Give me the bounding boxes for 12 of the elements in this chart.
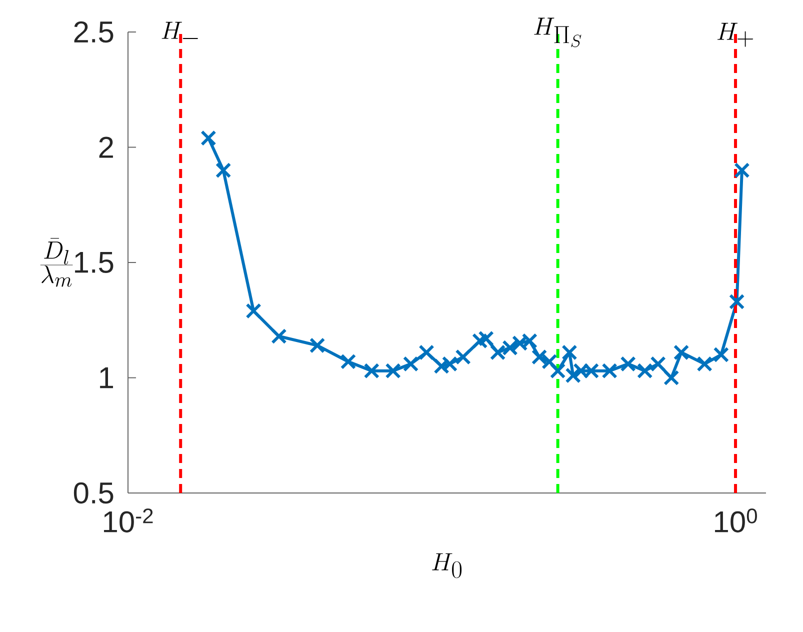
y-tick-label: 2.5: [74, 21, 114, 43]
x-tick-label: 10$^{-2}$: [104, 508, 153, 532]
ref-line-label: $H_{\Pi_S}$: [534, 18, 582, 48]
x-axis-title: $H_0$: [432, 553, 462, 578]
y-axis-title: $\frac{\bar{D}_l}{\lambda_m}$: [40, 238, 73, 287]
x-tick-label: 10$^{0}$: [715, 508, 757, 532]
ref-line-label: $H_-$: [162, 22, 198, 40]
ref-line-label: $H_+$: [717, 22, 754, 47]
y-tick-label: 2: [99, 136, 113, 158]
y-tick-label: 1.5: [75, 252, 114, 273]
y-tick-label: 0.5: [74, 482, 114, 504]
y-tick-label: 1: [100, 367, 114, 388]
